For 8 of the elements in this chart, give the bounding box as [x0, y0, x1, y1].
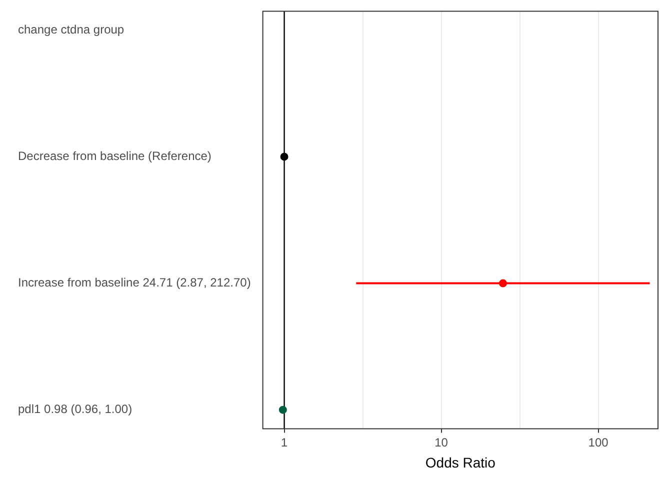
- x-axis-title: Odds Ratio: [425, 454, 496, 470]
- y-tick-label: Increase from baseline 24.71 (2.87, 212.70): [18, 276, 251, 290]
- y-tick-label: pdl1 0.98 (0.96, 1.00): [18, 402, 132, 416]
- x-tick-label: 1: [280, 435, 288, 450]
- y-tick-label: Decrease from baseline (Reference): [18, 149, 212, 164]
- x-tick-label: 10: [434, 435, 448, 450]
- y-tick-label: change ctdna group: [18, 22, 124, 36]
- x-tick-label: 100: [588, 435, 609, 450]
